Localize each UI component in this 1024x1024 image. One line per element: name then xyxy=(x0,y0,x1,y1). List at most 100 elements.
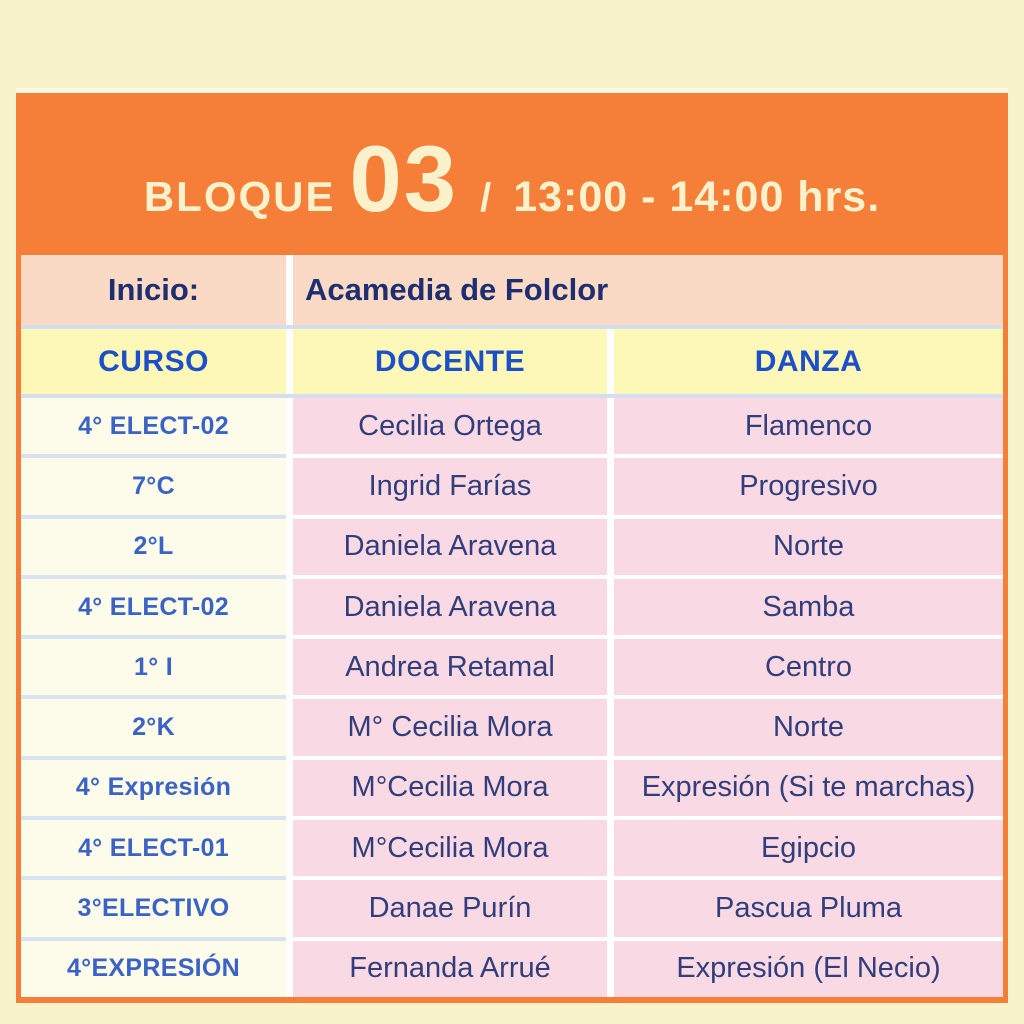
docente-value: Daniela Aravena xyxy=(343,590,557,623)
schedule-row: 4°EXPRESIÓN Fernanda Arrué Expresión (El… xyxy=(21,940,1003,997)
curso-cell: 4°EXPRESIÓN xyxy=(21,940,286,997)
column-gap xyxy=(607,518,614,575)
curso-cell: 4° ELECT-02 xyxy=(21,578,286,636)
row-separator-curso-segment xyxy=(21,695,286,700)
row-separator-curso-segment xyxy=(21,454,286,459)
danza-cell: Progresivo xyxy=(614,458,1003,515)
column-gap xyxy=(286,458,293,515)
curso-value: 1° I xyxy=(134,652,173,681)
curso-cell: 4° Expresión xyxy=(21,759,286,817)
danza-value: Centro xyxy=(764,650,853,683)
row-separator xyxy=(21,574,1003,579)
column-gap xyxy=(286,699,293,756)
schedule-row: 1° I Andrea Retamal Centro xyxy=(21,639,1003,696)
column-gap xyxy=(607,329,614,394)
docente-cell: M° Cecilia Mora xyxy=(293,699,607,756)
curso-cell: 4° ELECT-02 xyxy=(21,398,286,455)
docente-cell: Cecilia Ortega xyxy=(293,398,607,455)
column-gap xyxy=(286,398,293,455)
curso-cell: 4° ELECT-01 xyxy=(21,820,286,877)
column-gap xyxy=(286,880,293,937)
docente-value: M°Cecilia Mora xyxy=(351,771,549,804)
column-gap xyxy=(607,820,614,877)
docente-cell: Ingrid Farías xyxy=(293,458,607,515)
inicio-value-cell: Acamedia de Folclor xyxy=(293,255,1003,325)
column-gap xyxy=(286,518,293,575)
row-separator-curso-segment xyxy=(21,574,286,579)
schedule-row: 2°K M° Cecilia Mora Norte xyxy=(21,699,1003,756)
block-slash: / xyxy=(480,176,492,220)
docente-value: Ingrid Farías xyxy=(368,469,532,502)
row-separator-curso-segment xyxy=(21,816,286,821)
curso-value: 4° Expresión xyxy=(75,773,232,802)
curso-cell: 1° I xyxy=(21,639,286,696)
docente-cell: M°Cecilia Mora xyxy=(293,759,607,817)
curso-cell: 2°K xyxy=(21,699,286,756)
danza-value: Flamenco xyxy=(744,409,873,442)
row-separator xyxy=(21,695,1003,700)
danza-cell: Egipcio xyxy=(614,820,1003,877)
docente-value: M° Cecilia Mora xyxy=(347,711,553,744)
inicio-label: Inicio: xyxy=(107,272,200,307)
danza-value: Samba xyxy=(762,590,855,623)
row-separator-curso-segment xyxy=(21,876,286,881)
table-top-edge xyxy=(16,88,1008,93)
docente-cell: Fernanda Arrué xyxy=(293,940,607,997)
danza-value: Egipcio xyxy=(760,831,857,864)
row-separator xyxy=(21,325,1003,329)
curso-value: 7°C xyxy=(132,471,175,500)
curso-value: 4° ELECT-01 xyxy=(78,833,229,862)
curso-value: 2°L xyxy=(133,532,174,561)
danza-cell: Norte xyxy=(614,518,1003,575)
column-gap xyxy=(286,759,293,817)
row-separator xyxy=(21,936,1003,941)
docente-cell: Andrea Retamal xyxy=(293,639,607,696)
curso-value: 4° ELECT-02 xyxy=(78,411,229,440)
schedule-row: 4° ELECT-02 Cecilia Ortega Flamenco xyxy=(21,398,1003,455)
row-separator-curso-segment xyxy=(21,514,286,519)
row-separator xyxy=(21,514,1003,519)
curso-header-cell: CURSO xyxy=(21,329,286,394)
danza-cell: Centro xyxy=(614,639,1003,696)
column-gap xyxy=(607,578,614,636)
block-number: 03 xyxy=(349,126,459,231)
docente-value: M°Cecilia Mora xyxy=(351,831,549,864)
inicio-label-cell: Inicio: xyxy=(21,255,286,325)
column-gap xyxy=(286,820,293,877)
docente-cell: Danae Purín xyxy=(293,880,607,937)
column-gap xyxy=(286,255,293,325)
column-gap xyxy=(607,639,614,696)
danza-value: Norte xyxy=(773,530,844,563)
curso-value: 2°K xyxy=(132,713,175,742)
inicio-row: Inicio: Acamedia de Folclor xyxy=(21,255,1003,325)
block-time-range: 13:00 - 14:00 hrs. xyxy=(513,173,881,221)
danza-header-cell: DANZA xyxy=(614,329,1003,394)
column-gap xyxy=(607,699,614,756)
danza-cell: Expresión (Si te marchas) xyxy=(614,759,1003,817)
curso-value: 3°ELECTIVO xyxy=(77,894,230,923)
docente-cell: Daniela Aravena xyxy=(293,578,607,636)
column-gap xyxy=(607,940,614,997)
block-label: BLOQUE xyxy=(143,173,336,220)
danza-value: Norte xyxy=(773,711,844,744)
curso-header: CURSO xyxy=(98,344,209,378)
column-gap xyxy=(286,578,293,636)
danza-cell: Norte xyxy=(614,699,1003,756)
docente-value: Fernanda Arrué xyxy=(349,952,551,985)
row-separator xyxy=(21,454,1003,459)
column-gap xyxy=(607,880,614,937)
row-separator xyxy=(21,755,1003,760)
row-separator xyxy=(21,816,1003,821)
column-header-row: CURSO DOCENTE DANZA xyxy=(21,329,1003,394)
column-gap xyxy=(286,329,293,394)
danza-header: DANZA xyxy=(754,344,863,378)
docente-value: Cecilia Ortega xyxy=(358,409,542,442)
docente-value: Danae Purín xyxy=(368,892,532,925)
schedule-table: BLOQUE 03 / 13:00 - 14:00 hrs. Inicio: A… xyxy=(16,93,1008,1003)
docente-cell: M°Cecilia Mora xyxy=(293,820,607,877)
docente-header-cell: DOCENTE xyxy=(293,329,607,394)
schedule-row: 2°L Daniela Aravena Norte xyxy=(21,518,1003,575)
danza-cell: Pascua Pluma xyxy=(614,880,1003,937)
row-separator-curso-segment xyxy=(21,755,286,760)
schedule-row: 4° Expresión M°Cecilia Mora Expresión (S… xyxy=(21,759,1003,817)
